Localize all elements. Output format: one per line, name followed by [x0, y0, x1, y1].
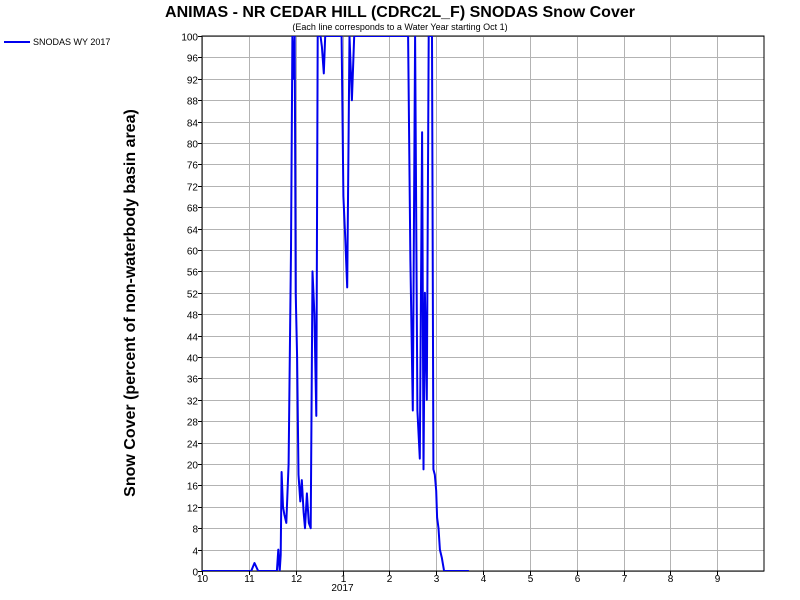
x-tick-label: 4: [481, 574, 487, 585]
y-tick-label: 16: [187, 482, 199, 493]
y-tick-label: 28: [187, 418, 199, 429]
legend-label: SNODAS WY 2017: [33, 37, 110, 47]
x-tick-label: 3: [434, 574, 440, 585]
legend: SNODAS WY 2017: [4, 37, 110, 47]
x-tick-label: 2: [387, 574, 393, 585]
y-tick-label: 0: [192, 568, 198, 579]
y-tick-label: 24: [187, 440, 199, 451]
y-tick-label: 64: [187, 226, 199, 237]
y-tick-label: 8: [192, 525, 198, 536]
y-tick-label: 68: [187, 204, 199, 215]
x-tick-label: 7: [622, 574, 628, 585]
y-tick-label: 60: [187, 247, 199, 258]
series-line-snodas-wy-2017: [202, 36, 469, 571]
x-tick-label: 10: [197, 574, 209, 585]
x-tick-label: 6: [575, 574, 581, 585]
chart-title: ANIMAS - NR CEDAR HILL (CDRC2L_F) SNODAS…: [165, 4, 635, 21]
y-tick-label: 48: [187, 311, 199, 322]
x-tick-label: 8: [668, 574, 674, 585]
y-axis-ticks: 0481216202428323640444852566064687276808…: [181, 33, 202, 579]
x-axis-ticks: 10 11 12 1 2 3 4 5 6 7 8 9: [197, 571, 721, 585]
y-tick-label: 76: [187, 161, 199, 172]
y-tick-label: 52: [187, 290, 199, 301]
y-tick-label: 100: [181, 33, 198, 44]
x-tick-label: 5: [528, 574, 534, 585]
y-tick-label: 12: [187, 504, 199, 515]
chart-subtitle: (Each line corresponds to a Water Year s…: [292, 22, 507, 32]
x-axis-year-label: 2017: [331, 583, 354, 594]
x-tick-label: 12: [291, 574, 303, 585]
y-tick-label: 72: [187, 183, 199, 194]
x-tick-label: 1: [341, 574, 347, 585]
y-tick-label: 4: [192, 547, 198, 558]
y-tick-label: 20: [187, 461, 199, 472]
y-tick-label: 96: [187, 54, 199, 65]
x-tick-label: 9: [715, 574, 721, 585]
y-tick-label: 36: [187, 375, 199, 386]
y-tick-label: 88: [187, 97, 199, 108]
y-tick-label: 56: [187, 268, 199, 279]
y-tick-label: 80: [187, 140, 199, 151]
gridlines: [202, 36, 764, 572]
y-tick-label: 44: [187, 333, 199, 344]
y-tick-label: 92: [187, 76, 199, 87]
y-tick-label: 40: [187, 354, 199, 365]
x-tick-label: 11: [244, 574, 255, 585]
y-tick-label: 32: [187, 397, 199, 408]
y-axis-label: Snow Cover (percent of non-waterbody bas…: [122, 109, 139, 497]
y-tick-label: 84: [187, 119, 199, 130]
